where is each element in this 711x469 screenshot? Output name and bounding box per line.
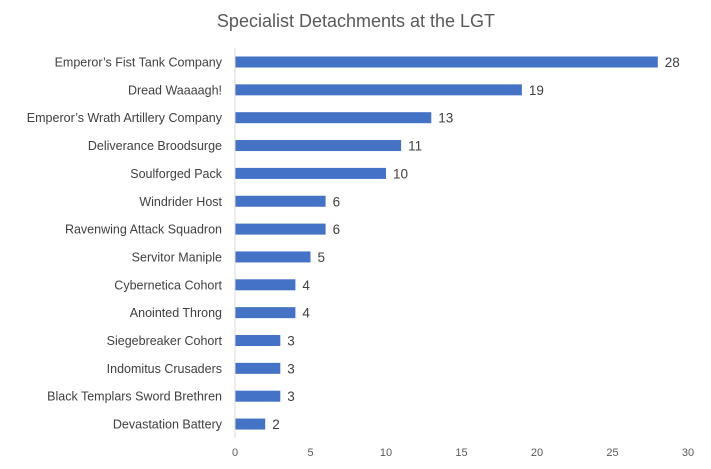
- category-label: Deliverance Broodsurge: [88, 139, 222, 153]
- x-tick-label: 5: [307, 447, 313, 459]
- data-label: 28: [665, 55, 680, 70]
- category-label: Devastation Battery: [113, 418, 223, 432]
- bars-layer: [235, 56, 658, 430]
- x-tick-label: 25: [606, 447, 618, 459]
- x-axis-ticks: 0 5 10 15 20 25 30: [232, 447, 694, 459]
- x-tick-label: 30: [682, 447, 694, 459]
- x-tick-label: 0: [232, 447, 238, 459]
- bar: [235, 362, 281, 374]
- data-label: 3: [287, 389, 295, 404]
- bar: [235, 279, 296, 291]
- category-label: Emperor’s Fist Tank Company: [55, 56, 223, 70]
- data-label: 6: [333, 194, 341, 209]
- category-label: Black Templars Sword Brethren: [47, 390, 222, 404]
- data-label: 11: [408, 139, 422, 154]
- data-label: 5: [318, 250, 326, 265]
- category-label: Cybernetica Cohort: [114, 278, 222, 292]
- data-label: 4: [302, 306, 310, 321]
- category-label: Siegebreaker Cohort: [107, 334, 223, 348]
- bar: [235, 390, 281, 402]
- bar: [235, 195, 326, 207]
- x-tick-label: 15: [455, 447, 467, 459]
- bar: [235, 418, 266, 430]
- category-label: Soulforged Pack: [130, 167, 222, 181]
- bar: [235, 112, 432, 124]
- data-label: 2: [272, 417, 280, 432]
- bar: [235, 56, 658, 68]
- bar: [235, 223, 326, 235]
- x-tick-label: 20: [531, 447, 543, 459]
- x-tick-label: 10: [380, 447, 392, 459]
- bar: [235, 307, 296, 319]
- chart-title: Specialist Detachments at the LGT: [217, 11, 495, 31]
- data-label: 4: [302, 278, 310, 293]
- bar: [235, 84, 522, 96]
- category-label: Ravenwing Attack Squadron: [65, 223, 222, 237]
- data-label: 13: [438, 111, 453, 126]
- bar: [235, 167, 386, 179]
- category-label: Servitor Maniple: [132, 250, 222, 264]
- category-label: Dread Waaaagh!: [128, 83, 222, 97]
- category-label: Indomitus Crusaders: [107, 362, 222, 376]
- data-label: 19: [529, 83, 544, 98]
- bar: [235, 335, 281, 346]
- data-label: 10: [393, 166, 408, 181]
- data-label: 3: [287, 361, 295, 376]
- bar: [235, 251, 311, 263]
- category-label: Windrider Host: [139, 195, 222, 209]
- category-label: Emperor’s Wrath Artillery Company: [27, 111, 223, 125]
- data-label: 6: [333, 222, 341, 237]
- data-label: 3: [287, 334, 295, 349]
- bar: [235, 140, 402, 152]
- category-label: Anointed Throng: [130, 306, 222, 320]
- category-labels: Emperor’s Fist Tank Company Dread Waaaagh…: [27, 56, 223, 432]
